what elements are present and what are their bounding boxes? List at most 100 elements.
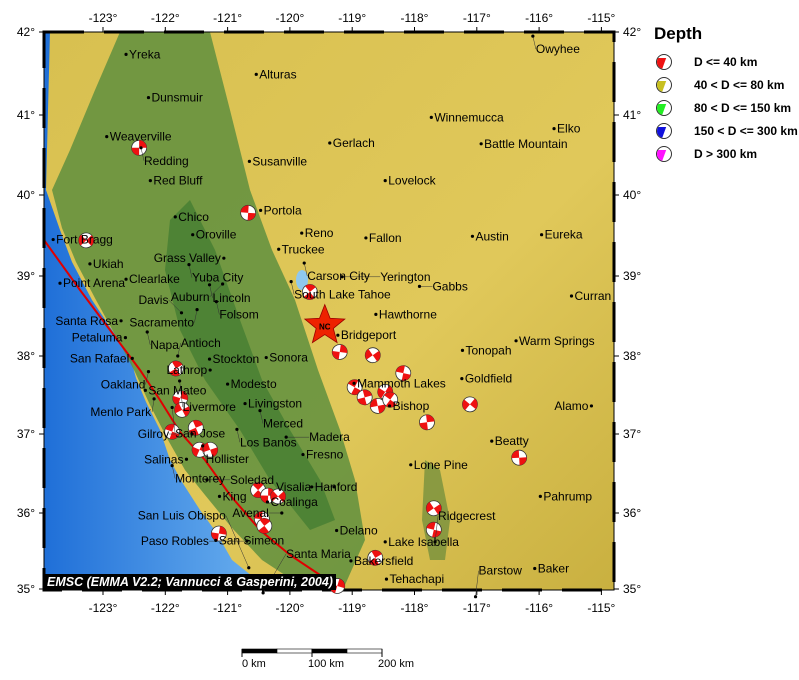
city-label: San Mateo (148, 383, 206, 397)
scale-segment (241, 648, 278, 654)
beachball-icon (425, 521, 442, 538)
beachball-icon (131, 139, 148, 156)
station-code: NC (319, 323, 331, 332)
city-marker (178, 379, 182, 383)
city-marker (201, 444, 205, 448)
city-label: Paso Robles (141, 534, 209, 548)
lon-label-bottom: -115° (587, 601, 615, 615)
lon-label-top: -117° (463, 11, 491, 25)
city-marker (264, 355, 268, 360)
map-credit: EMSC (EMMA V2.2; Vannucci & Gasperini, 2… (44, 574, 336, 590)
city-leader-line (194, 309, 198, 323)
city-label: Antioch (181, 336, 221, 350)
beachball-quadrant (211, 526, 227, 541)
city-marker (146, 95, 151, 100)
city-label: Bishop (393, 399, 430, 413)
legend-item: D <= 40 km (654, 50, 798, 73)
city-leader-line (188, 264, 193, 278)
beachball-quadrant (258, 518, 271, 534)
city-label: Modesto (231, 377, 277, 391)
city-marker (170, 405, 174, 410)
city-marker (143, 388, 147, 392)
city-marker (105, 135, 109, 139)
city-marker (123, 336, 128, 340)
city-marker (265, 500, 270, 504)
city-marker (214, 538, 218, 542)
city-marker (349, 559, 353, 563)
city-marker (479, 142, 483, 146)
lon-label-top: -115° (587, 11, 615, 25)
city-label: Carson City (307, 269, 370, 283)
city-leader-line (177, 342, 182, 357)
legend-label: D > 300 km (694, 146, 758, 161)
city-label: Point Arena (63, 276, 125, 290)
lat-label-left: 35° (17, 582, 35, 596)
beachball-quadrant (462, 398, 478, 411)
beachball-quadrant (348, 379, 362, 395)
city-label: Lovelock (388, 174, 436, 188)
beachball-quadrant (395, 365, 411, 381)
city-marker (336, 333, 340, 337)
city-label: Oakland (101, 378, 146, 392)
city-label: Ridgecrest (438, 509, 496, 523)
city-marker (490, 439, 494, 443)
beachball-icon (425, 500, 442, 517)
city-leader-line (434, 515, 439, 542)
city-marker (88, 262, 92, 266)
beachball-quadrant (370, 398, 386, 414)
city-label: Clearlake (129, 272, 180, 286)
city-marker (277, 247, 281, 251)
city-marker (222, 256, 226, 260)
lon-label-top: -119° (338, 11, 366, 25)
lon-label-bottom: -123° (89, 601, 118, 615)
city-leader-line (145, 371, 149, 385)
city-label: Auburn (171, 290, 210, 304)
city-marker (409, 463, 413, 467)
beachball-quadrant (270, 490, 286, 502)
city-marker (460, 377, 464, 381)
beachball-icon (174, 401, 191, 418)
city-marker (300, 231, 304, 235)
city-marker (539, 233, 544, 237)
city-label: Pahrump (543, 489, 592, 503)
city-marker (429, 115, 433, 119)
city-label: Merced (263, 417, 303, 431)
city-marker (58, 281, 62, 285)
city-label: Lake Isabella (388, 535, 459, 549)
city-marker (301, 452, 305, 457)
city-label: Gilroy (138, 427, 169, 441)
city-label: Bridgeport (341, 328, 397, 342)
city-marker (258, 409, 262, 413)
beachball-icon (356, 389, 373, 406)
lat-label-left: 36° (17, 506, 35, 520)
city-marker (245, 539, 249, 543)
city-marker (417, 284, 422, 288)
scale-segment (276, 648, 313, 654)
beachball-icon (656, 145, 672, 162)
city-marker (473, 595, 478, 599)
city-label: South Lake Tahoe (294, 288, 391, 302)
city-leader-line (179, 380, 183, 407)
beachball-quadrant (174, 403, 190, 417)
city-label: Avenal (232, 506, 268, 520)
city-marker (302, 261, 306, 265)
scale-label-100: 100 km (308, 658, 345, 670)
city-marker (374, 312, 378, 316)
lat-label-right: 40° (623, 188, 641, 202)
city-marker (235, 427, 239, 431)
city-label: Elko (557, 122, 581, 136)
lat-label-right: 35° (623, 582, 641, 596)
city-label: Goldfield (465, 372, 512, 386)
city-label: Dunsmuir (151, 91, 202, 105)
city-label: Folsom (219, 308, 258, 322)
city-marker (119, 319, 123, 323)
lon-label-bottom: -121° (213, 601, 242, 615)
city-label: Warm Springs (519, 334, 595, 348)
san-andreas-fault (44, 239, 344, 590)
city-leader-line (151, 398, 155, 412)
city-marker (226, 382, 230, 386)
legend-label: 40 < D <= 80 km (694, 77, 785, 92)
city-label: Santa Rosa (55, 314, 118, 328)
city-marker (254, 72, 258, 76)
